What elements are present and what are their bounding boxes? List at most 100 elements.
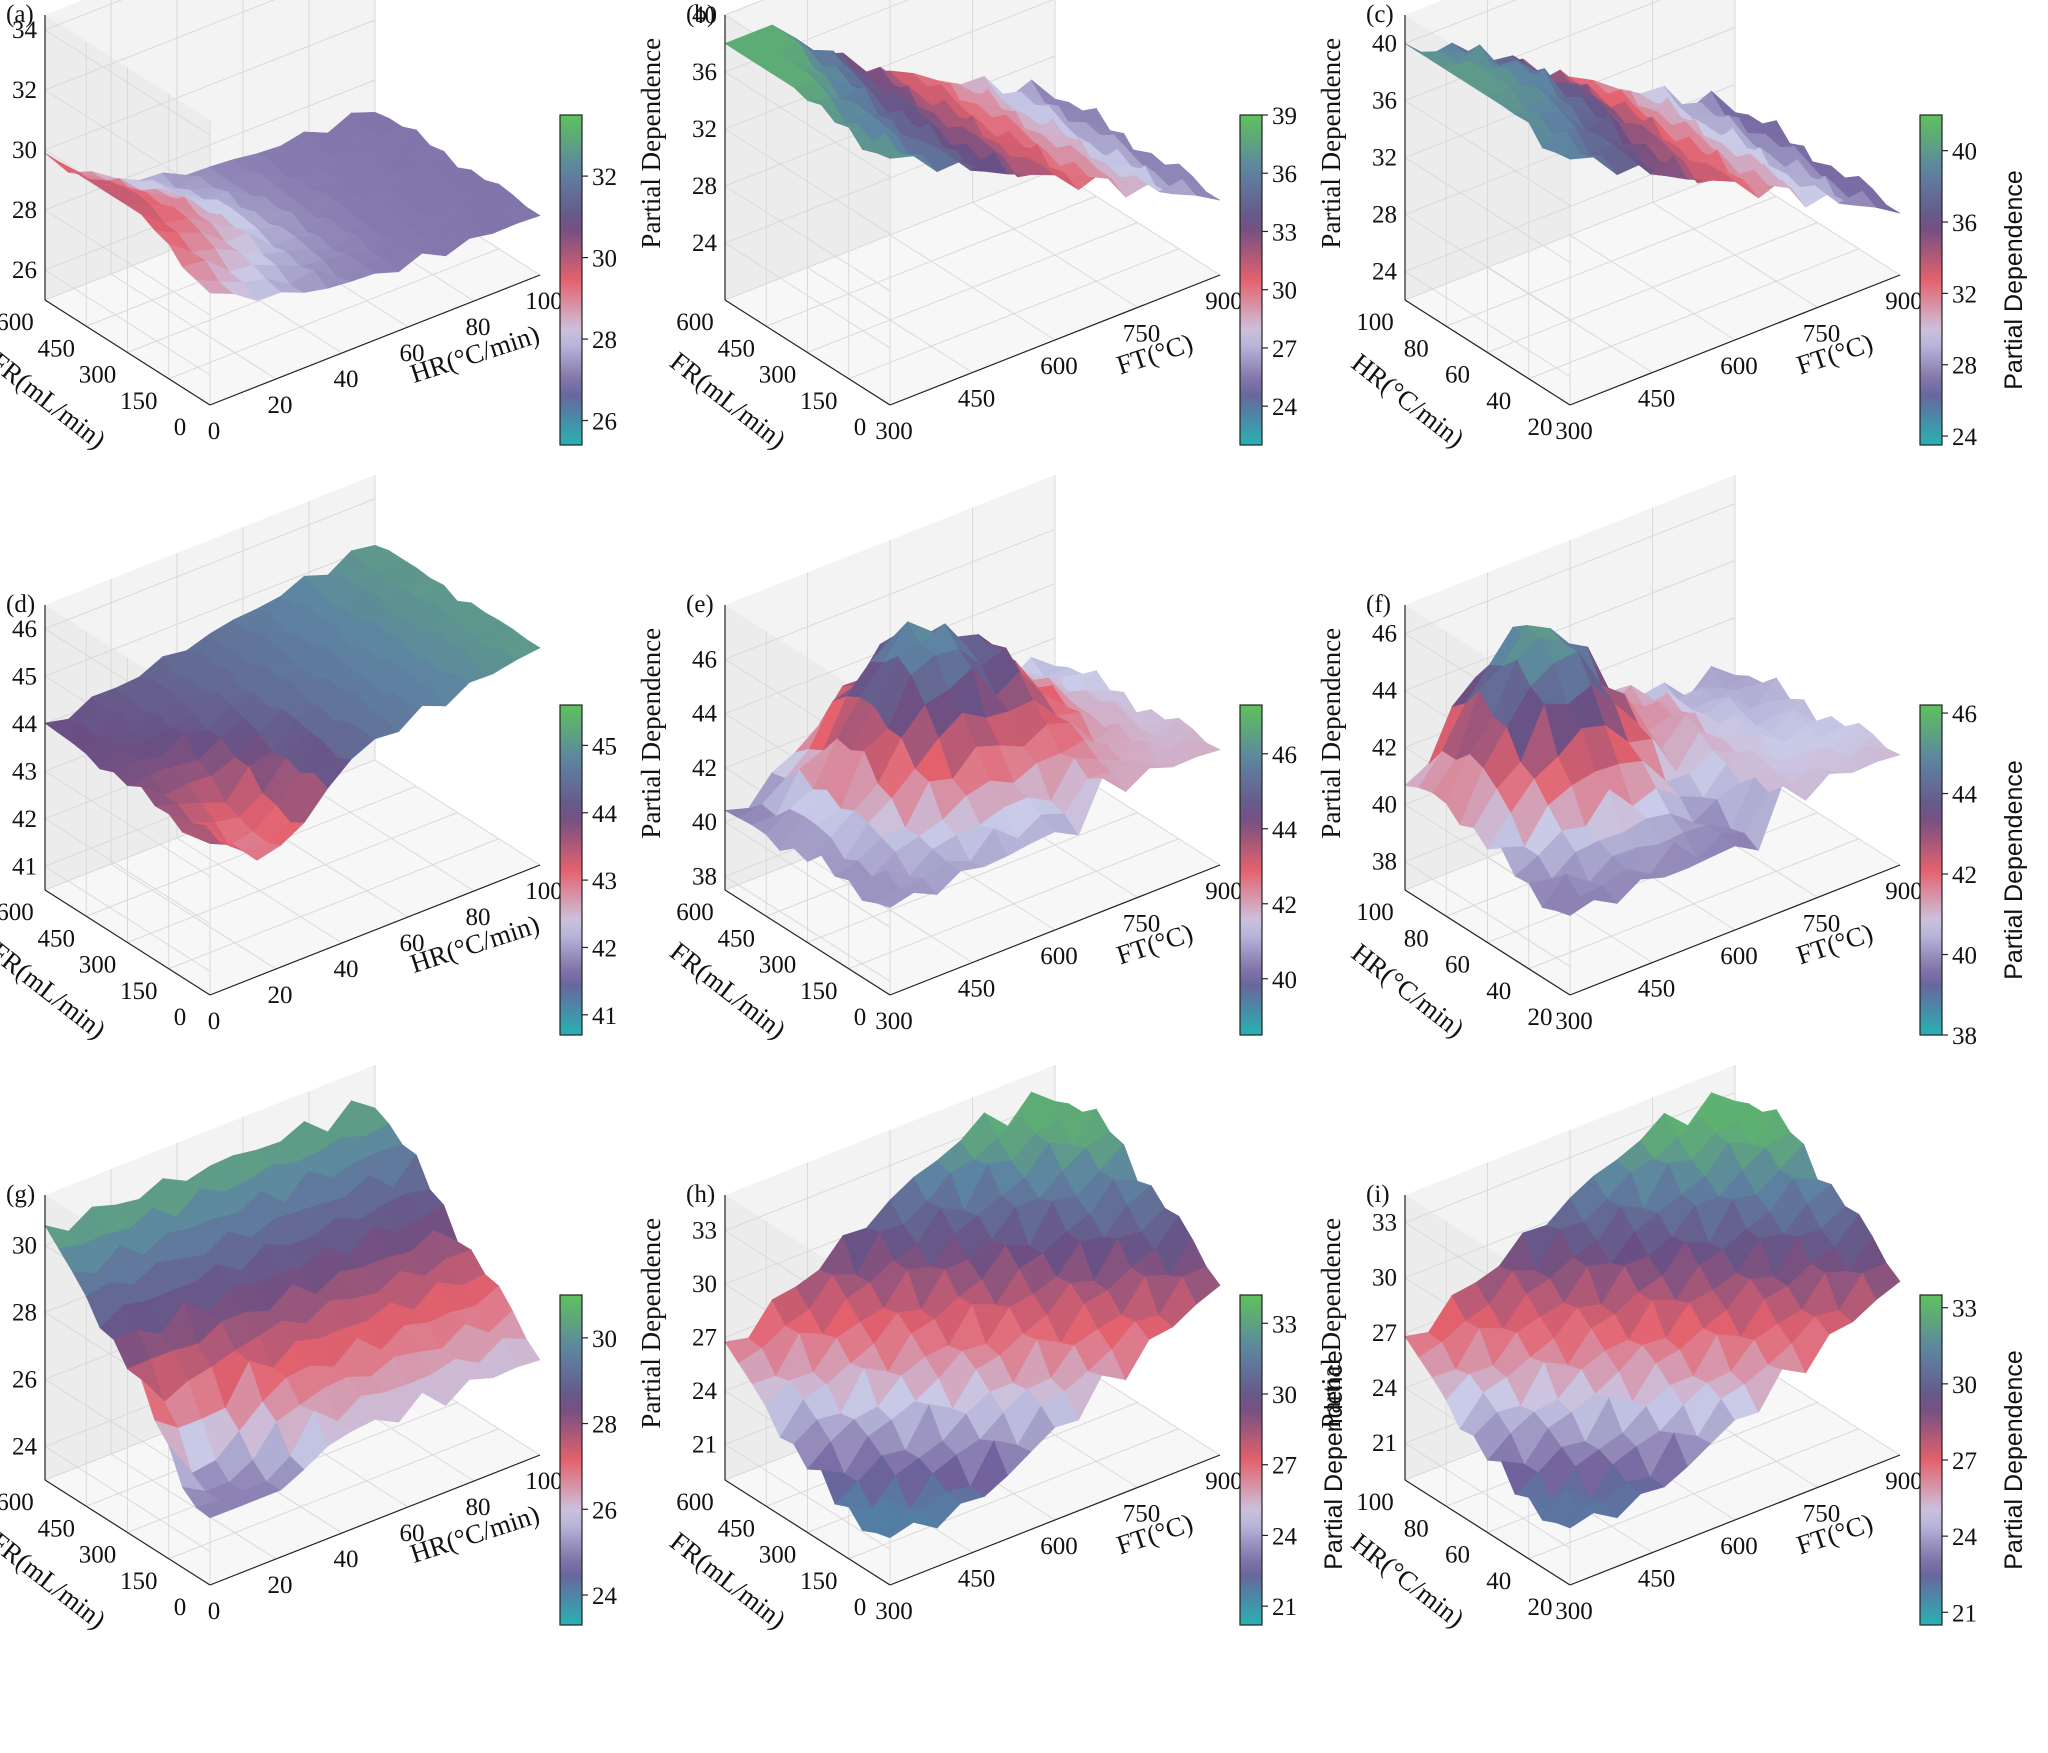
colorbar-tick-label: 38 — [1952, 1023, 1977, 1050]
x-tick-label: 900 — [1205, 288, 1243, 315]
z-tick-label: 26 — [12, 257, 37, 284]
colorbar-tick-label: 40 — [1952, 139, 1977, 166]
y-tick-label: 60 — [1445, 1542, 1470, 1569]
y-tick-label: 0 — [174, 414, 187, 441]
colorbar-tick-label: 42 — [1272, 892, 1297, 919]
z-tick-label: 44 — [12, 711, 38, 738]
x-tick-label: 450 — [958, 1566, 996, 1593]
y-axis-line — [1404, 1479, 1571, 1586]
y-tick-label: 150 — [120, 388, 158, 415]
surface-facet — [1181, 741, 1221, 758]
colorbar — [560, 705, 582, 1035]
surface — [1404, 42, 1901, 214]
y-tick-label: 40 — [1486, 1568, 1511, 1595]
y-tick-label: 150 — [800, 388, 838, 415]
colorbar-tick-label: 30 — [1272, 278, 1297, 305]
surface — [724, 1091, 1221, 1539]
surface — [44, 544, 541, 861]
z-tick-label: 24 — [12, 1433, 38, 1460]
x-tick-label: 600 — [1040, 943, 1078, 970]
colorbar-tick-label: 26 — [592, 409, 617, 436]
colorbar-tick-label: 21 — [1952, 1600, 1977, 1627]
surface-facet — [1182, 179, 1221, 201]
z-tick-label: 28 — [1372, 202, 1397, 229]
z-tick-label: 46 — [1372, 621, 1397, 648]
z-tick-label: 44 — [1372, 678, 1398, 705]
y-tick-label: 300 — [79, 952, 117, 979]
x-tick-label: 600 — [1720, 943, 1758, 970]
y-tick-label: 450 — [718, 925, 756, 952]
x-tick-label: 750 — [1803, 1501, 1841, 1528]
x-tick-label: 750 — [1123, 321, 1161, 348]
x-tick-label: 40 — [334, 956, 359, 983]
colorbar-tick-label: 36 — [1952, 210, 1977, 237]
x-tick-label: 0 — [208, 1008, 221, 1035]
colorbar-tick-label: 26 — [592, 1497, 617, 1524]
y-axis-line — [1404, 889, 1571, 996]
z-tick-label: 30 — [692, 1271, 717, 1298]
surface-facet — [502, 1338, 541, 1368]
z-axis-label: Partial Dependence — [636, 628, 666, 839]
panel-label: (i) — [1366, 1181, 1390, 1208]
colorbar-tick-label: 24 — [1952, 1524, 1978, 1551]
x-axis-line — [889, 1454, 1221, 1586]
z-axis-label: Partial Dependence — [1316, 1218, 1346, 1429]
y-tick-label: 600 — [0, 309, 34, 336]
colorbar-tick-label: 46 — [1272, 742, 1297, 769]
surface — [724, 24, 1221, 201]
x-tick-label: 60 — [400, 340, 425, 367]
z-tick-label: 46 — [12, 616, 37, 643]
z-tick-label: 21 — [692, 1431, 717, 1458]
z-tick-label: 38 — [1372, 849, 1397, 876]
x-tick-label: 300 — [875, 1008, 913, 1035]
z-tick-label: 26 — [12, 1366, 37, 1393]
panel-1: 30045060075090001503004506002428323640FT… — [636, 0, 1298, 455]
x-axis-line — [209, 1454, 541, 1586]
x-axis-line — [889, 864, 1221, 996]
z-tick-label: 42 — [1372, 735, 1397, 762]
z-tick-label: 27 — [1372, 1320, 1397, 1347]
y-tick-label: 450 — [718, 335, 756, 362]
x-tick-label: 40 — [334, 366, 359, 393]
y-axis-line — [724, 299, 891, 406]
colorbar-tick-label: 28 — [592, 327, 617, 354]
surface-facet — [1861, 746, 1901, 763]
colorbar-tick-label: 41 — [592, 1003, 617, 1030]
x-tick-label: 80 — [466, 904, 491, 931]
colorbar-tick-label: 24 — [1272, 394, 1298, 421]
x-tick-label: 80 — [466, 314, 491, 341]
colorbar-tick-label: 44 — [1952, 782, 1978, 809]
colorbar-tick-label: 28 — [1952, 353, 1977, 380]
z-axis-label: Partial Dependence — [1316, 628, 1346, 839]
z-tick-label: 24 — [692, 1378, 718, 1405]
panel-label: (f) — [1366, 591, 1391, 618]
x-tick-label: 300 — [875, 418, 913, 445]
y-axis-line — [724, 1479, 891, 1586]
y-tick-label: 20 — [1528, 414, 1553, 441]
z-tick-label: 32 — [12, 77, 37, 104]
y-tick-label: 150 — [120, 978, 158, 1005]
y-tick-label: 80 — [1404, 925, 1429, 952]
panel-label: (a) — [6, 1, 34, 28]
x-tick-label: 900 — [1205, 1468, 1243, 1495]
x-tick-label: 750 — [1803, 911, 1841, 938]
x-tick-label: 40 — [334, 1546, 359, 1573]
z-axis-label: Partial Dependence — [636, 38, 666, 249]
colorbar-tick-label: 45 — [592, 733, 617, 760]
y-axis-line — [44, 299, 211, 406]
z-tick-label: 24 — [1372, 1375, 1398, 1402]
x-tick-label: 750 — [1123, 911, 1161, 938]
z-tick-label: 21 — [1372, 1430, 1397, 1457]
colorbar — [1240, 1295, 1262, 1625]
panel-label: (g) — [6, 1181, 35, 1208]
x-tick-label: 0 — [208, 418, 221, 445]
z-tick-label: 46 — [692, 646, 717, 673]
x-tick-label: 600 — [1040, 1533, 1078, 1560]
z-tick-label: 36 — [692, 59, 717, 86]
y-tick-label: 0 — [854, 1004, 867, 1031]
y-tick-label: 450 — [38, 1515, 76, 1542]
x-tick-label: 0 — [208, 1598, 221, 1625]
colorbar-tick-label: 27 — [1952, 1448, 1977, 1475]
surface — [723, 621, 1221, 908]
z-tick-label: 42 — [692, 755, 717, 782]
